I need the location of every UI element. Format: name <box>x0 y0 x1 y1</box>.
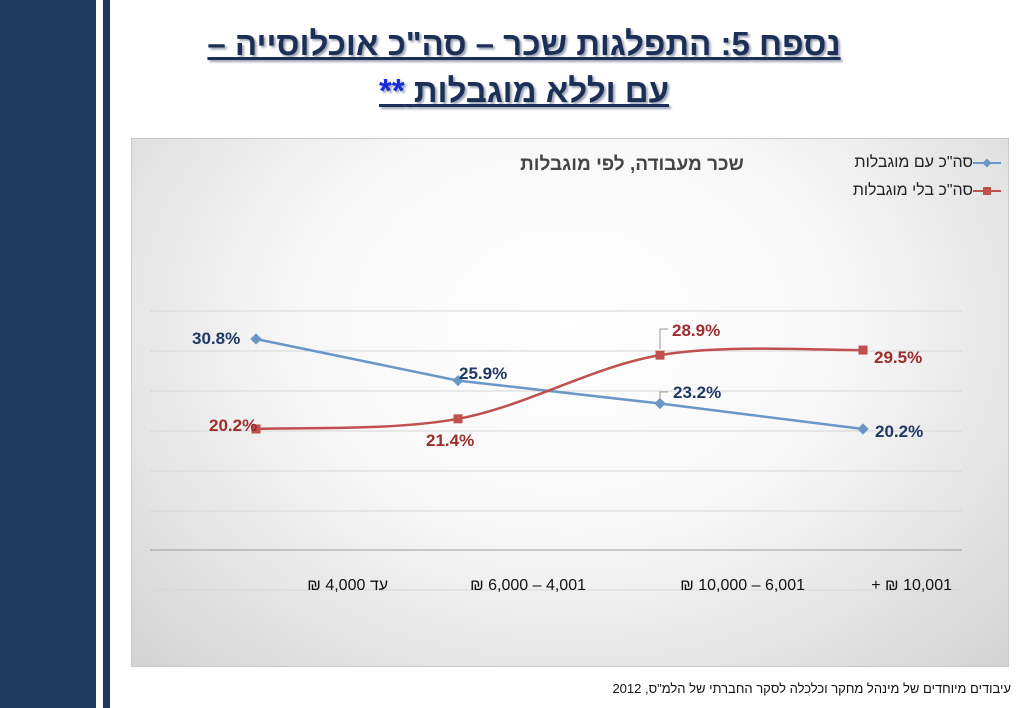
data-label: 20.2% <box>875 422 923 441</box>
sidebar-dark-band <box>0 0 96 708</box>
data-point-without-disabilities <box>655 350 665 360</box>
x-tick-label: עד 4,000 ₪ <box>307 577 388 594</box>
chart-legend: סה"כ עם מוגבלות סה"כ בלי מוגבלות <box>853 149 1004 205</box>
chart-area: 30.8% 25.9% 23.2% 20.2% 20.2% 21.4% 28.9% 29.5%… <box>131 138 1009 667</box>
source-footnote: עיבודים מיוחדים של מינהל מחקר וכלכלה לסק… <box>612 681 1011 696</box>
series-line-with-disabilities <box>255 337 864 431</box>
legend-label-without-disabilities: סה"כ בלי מוגבלות <box>852 182 973 199</box>
x-tick-label: 4,001 – 6,000 ₪ <box>470 577 586 594</box>
line-chart: 30.8% 25.9% 23.2% 20.2% 20.2% 21.4% 28.9% 29.5% <box>150 310 962 591</box>
slide-title-stars: ** <box>379 72 405 109</box>
data-point-with-disabilities <box>452 374 464 387</box>
legend-item-with-disabilities: סה"כ עם מוגבלות <box>853 149 1004 177</box>
data-label: 30.8% <box>192 329 240 348</box>
label-leader-line <box>659 328 668 349</box>
data-point-with-disabilities <box>654 397 666 410</box>
slide-title-line2-text: עם וללא מוגבלות <box>413 72 669 109</box>
data-point-without-disabilities <box>251 424 261 434</box>
x-tick-label: 6,001 – 10,000 ₪ <box>680 577 805 594</box>
legend-marker-diamond <box>973 157 1001 169</box>
x-tick-label: 10,001 ₪ + <box>871 577 952 594</box>
legend-marker-square <box>973 185 1001 197</box>
data-label: 20.2% <box>209 416 257 435</box>
sidebar-stripe <box>103 0 110 708</box>
chart-title: שכר מעבודה, לפי מוגבלות <box>520 154 744 175</box>
data-point-with-disabilities <box>857 423 869 435</box>
data-label: 23.2% <box>673 383 721 402</box>
slide-title-line2: עם וללא מוגבלות ** <box>120 72 928 110</box>
data-label: 25.9% <box>459 364 507 383</box>
legend-label-with-disabilities: סה"כ עם מוגבלות <box>854 154 973 171</box>
data-label: 21.4% <box>426 431 474 450</box>
slide-title-line1: נספח 5: התפלגות שכר – סה"כ אוכלוסייה – <box>207 25 841 62</box>
data-label: 29.5% <box>874 348 922 367</box>
data-label: 28.9% <box>672 321 720 340</box>
data-point-with-disabilities <box>250 333 262 345</box>
label-leader-line <box>659 391 668 401</box>
data-point-without-disabilities <box>453 414 463 424</box>
legend-item-without-disabilities: סה"כ בלי מוגבלות <box>853 177 1004 205</box>
series-line-without-disabilities <box>255 347 864 431</box>
data-point-without-disabilities <box>858 345 868 355</box>
